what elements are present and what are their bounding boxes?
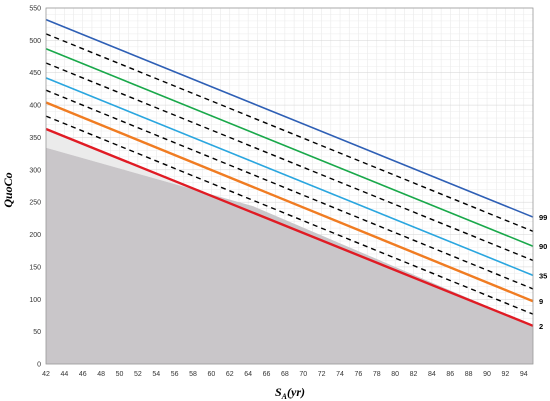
percentile-label-9: 9: [539, 297, 543, 306]
x-axis-title-unit: (yr): [287, 385, 305, 399]
percentile-label-2: 2: [539, 322, 543, 331]
percentile-label-99: 99: [539, 213, 547, 222]
y-tick-label: 550: [29, 6, 41, 13]
series-lines: [45, 18, 534, 327]
y-tick-label: 300: [29, 167, 41, 174]
dark-gray-region: [46, 147, 533, 364]
x-tick-label: 42: [42, 371, 50, 378]
x-axis-title-main: S: [275, 385, 282, 399]
x-tick-label: 80: [391, 371, 399, 378]
x-tick-label: 74: [336, 371, 344, 378]
x-tick-label: 62: [226, 371, 234, 378]
x-tick-label: 52: [134, 371, 142, 378]
percentile-labels: 99 90 35 9 2: [539, 213, 547, 331]
percentile-line-35: [45, 77, 534, 277]
x-tick-label: 76: [355, 371, 363, 378]
x-tick-label: 82: [410, 371, 418, 378]
x-tick-label: 92: [502, 371, 510, 378]
x-tick-label: 86: [446, 371, 454, 378]
y-tick-label: 100: [29, 297, 41, 304]
percentile-label-35: 35: [539, 271, 547, 280]
x-tick-label: 64: [244, 371, 252, 378]
y-tick-labels: 0 50 100 150 200 250 300 350 400 450 500 550: [29, 6, 41, 369]
x-tick-label: 68: [281, 371, 289, 378]
x-tick-label: 46: [79, 371, 87, 378]
y-tick-label: 200: [29, 232, 41, 239]
x-tick-label: 56: [171, 371, 179, 378]
x-tick-label: 54: [152, 371, 160, 378]
plot-frame: [45, 7, 534, 365]
y-tick-label: 450: [29, 70, 41, 77]
dashed-line-7: [45, 115, 534, 315]
dashed-line-1: [45, 33, 534, 232]
x-tick-label: 60: [207, 371, 215, 378]
x-tick-label: 48: [97, 371, 105, 378]
y-tick-label: 250: [29, 200, 41, 207]
x-tick-label: 66: [263, 371, 271, 378]
x-tick-label: 94: [520, 371, 528, 378]
x-tick-label: 44: [60, 371, 68, 378]
y-tick-label: 150: [29, 264, 41, 271]
y-tick-label: 500: [29, 38, 41, 45]
x-tick-label: 58: [189, 371, 197, 378]
x-tick-labels: 42 44 46 48 50 52 54 56 58 60 62 64 66 68 70 72 74 76 78 80…: [42, 371, 528, 378]
percentile-line-2: [45, 127, 534, 327]
y-tick-label: 50: [33, 329, 41, 336]
percentile-label-90: 90: [539, 242, 547, 251]
x-tick-label: 88: [465, 371, 473, 378]
percentile-line-90: [45, 48, 534, 247]
x-tick-label: 72: [318, 371, 326, 378]
dashed-line-5: [45, 89, 534, 290]
dashed-line-3: [45, 62, 534, 262]
y-tick-label: 400: [29, 103, 41, 110]
y-tick-label: 0: [37, 362, 41, 369]
x-tick-label: 70: [299, 371, 307, 378]
y-axis-title: QuoCo: [1, 172, 15, 207]
percentile-line-99: [45, 18, 534, 218]
x-tick-label: 84: [428, 371, 436, 378]
x-tick-label: 78: [373, 371, 381, 378]
x-axis-title: SA(yr): [275, 385, 305, 401]
x-axis-title-sub: A: [281, 392, 288, 401]
x-tick-label: 50: [116, 371, 124, 378]
y-tick-label: 350: [29, 135, 41, 142]
percentile-line-9: [45, 101, 534, 303]
x-tick-label: 90: [483, 371, 491, 378]
